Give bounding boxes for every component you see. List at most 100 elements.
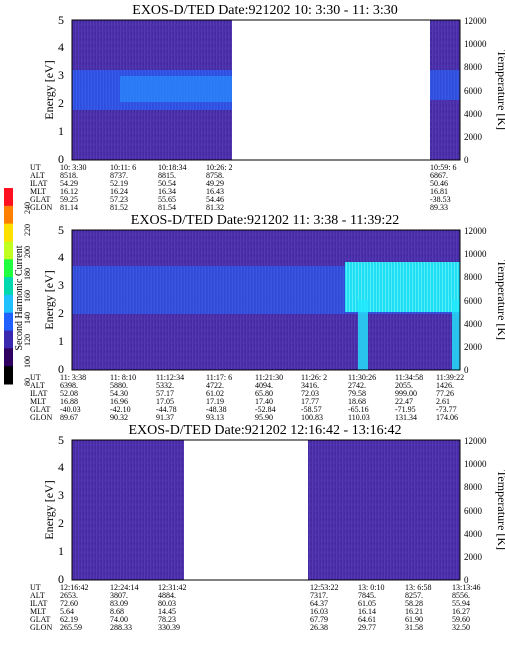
panel-3-cell: 2653. (60, 591, 78, 600)
panel-3-cell: 74.00 (110, 615, 128, 624)
panel-3-y-axis-left: 5 4 3 2 1 0 Energy [eV] (42, 433, 64, 586)
panel-3-rtick-4000: 4000 (464, 529, 483, 539)
colorbar-tick: 80 (23, 378, 32, 386)
colorbar-swatch (4, 223, 13, 242)
panel-2-cell: 4094. (255, 381, 273, 390)
panel-3-row-label-glon: GLON (30, 623, 52, 632)
panel-1-title: EXOS-D/TED Date:921202 10: 3:30 - 11: 3:… (132, 3, 397, 18)
panel-1-cell: 81.32 (206, 203, 224, 212)
panel-1-cell: 8737. (110, 171, 128, 180)
panel-3-ylabel: Energy [eV] (42, 480, 56, 539)
panel-3-cell: 64.37 (310, 599, 328, 608)
panel-2-cell: 90.32 (110, 413, 128, 422)
panel-1-cell: -38.53 (430, 195, 451, 204)
panel-2-cell: 11:39:22 (436, 373, 464, 382)
panel-1-cell: 10:26: 2 (206, 163, 232, 172)
colorbar-swatch (4, 188, 13, 207)
panel-3-cell: 330.39 (158, 623, 180, 632)
panel-1-ytick-4: 4 (58, 40, 64, 54)
panel-2: EXOS-D/TED Date:921202 11: 3:38 - 11:39:… (30, 213, 505, 422)
panel-3-cell: 12:16:42 (60, 583, 88, 592)
panel-1-blue-band-core (120, 76, 232, 102)
panel-2-cell: -73.77 (436, 405, 457, 414)
panel-3-cell: 59.60 (452, 615, 470, 624)
panel-1-row-label-ut: UT (30, 163, 41, 172)
panel-1-table: UT ALT ILAT MLT GLAT GLON 10: 3:30 8518.… (30, 163, 456, 212)
panel-3-cell: 12:31:42 (158, 583, 186, 592)
panel-2-cell: 17.40 (255, 397, 273, 406)
colorbar-tick: 140 (23, 312, 32, 324)
panel-2-ylabel: Energy [eV] (42, 270, 56, 329)
panel-3-rtick-10000: 10000 (464, 459, 487, 469)
panel-1-row-label-mlt: MLT (30, 187, 46, 196)
panel-3-row-label-mlt: MLT (30, 607, 46, 616)
panel-2-cell: 61.02 (206, 389, 224, 398)
panel-1-cell: 16.81 (430, 187, 448, 196)
panel-2-cell: 18.68 (348, 397, 366, 406)
panel-2-cell: 16.88 (60, 397, 78, 406)
panel-2-ytick-3: 3 (58, 278, 64, 292)
panel-3-row-label-alt: ALT (30, 591, 45, 600)
panel-3-rtick-12000: 12000 (464, 436, 487, 446)
panel-3-cell: 72.60 (60, 599, 78, 608)
panel-2-cell: 16.96 (110, 397, 128, 406)
panel-2-cell: -40.03 (60, 405, 81, 414)
panel-2-ylabel-right: Temperature [K] (495, 260, 505, 340)
panel-2-cell: -65.16 (348, 405, 369, 414)
panel-2-y-axis-left: 5 4 3 2 1 0 Energy [eV] (42, 223, 64, 376)
panel-2-cell: 57.17 (156, 389, 174, 398)
panel-1-cell: 52.19 (110, 179, 128, 188)
panel-1-ytick-1: 1 (58, 124, 64, 138)
panel-3-cell: 83.09 (110, 599, 128, 608)
colorbar-tick: 240 (23, 202, 32, 214)
panel-1-frame (71, 19, 461, 161)
panel-2-row-label-glon: GLON (30, 413, 52, 422)
panel-2-cell: 5332. (156, 381, 174, 390)
panel-2-cyan-column (358, 300, 368, 370)
panel-2-cell: 11:30:26 (348, 373, 376, 382)
panel-3: EXOS-D/TED Date:921202 12:16:42 - 13:16:… (30, 423, 505, 632)
panel-1-cell: 59.25 (60, 195, 78, 204)
colorbar-swatch (4, 366, 13, 385)
panel-3-row-label-ilat: ILAT (30, 599, 47, 608)
panel-1-cell: 55.65 (158, 195, 176, 204)
panel-1-row-label-glat: GLAT (30, 195, 51, 204)
colorbar-swatch (4, 294, 13, 314)
panel-1-ytick-5: 5 (58, 13, 64, 27)
panel-1-row-label-alt: ALT (30, 171, 45, 180)
panel-2-rtick-6000: 6000 (464, 296, 483, 306)
panel-1-cell: 50.54 (158, 179, 176, 188)
panel-2-cell: 72.03 (301, 389, 319, 398)
panel-2-cell: 174.06 (436, 413, 458, 422)
panel-1-cell: 10:11: 6 (110, 163, 136, 172)
panel-2-title: EXOS-D/TED Date:921202 11: 3:38 - 11:39:… (131, 213, 399, 228)
panel-1-cell: 8815. (158, 171, 176, 180)
panel-3-cell: 16.03 (310, 607, 328, 616)
colorbar-label: Second Harmonic Current (14, 245, 25, 350)
panel-2-cell: -44.78 (156, 405, 177, 414)
panel-1-rtick-4000: 4000 (464, 109, 483, 119)
panel-3-cell: 26.38 (310, 623, 328, 632)
colorbar-swatch (4, 348, 13, 367)
panel-2-rtick-8000: 8000 (464, 272, 483, 282)
panel-2-row-label-ut: UT (30, 373, 41, 382)
panel-2-cell: 131.34 (395, 413, 417, 422)
panel-3-cell: 29.77 (358, 623, 376, 632)
panel-3-cell: 78.23 (158, 615, 176, 624)
panel-2-cell: 11:26: 2 (301, 373, 327, 382)
panel-3-cell: 62.19 (60, 615, 78, 624)
panel-1-cell: 16.34 (158, 187, 176, 196)
panel-2-cell: 4722. (206, 381, 224, 390)
panel-1-cell: 6867. (430, 171, 448, 180)
panel-2-cell: 22.47 (395, 397, 413, 406)
panel-3-ytick-3: 3 (58, 488, 64, 502)
panel-3-ytick-1: 1 (58, 544, 64, 558)
panel-2-ytick-2: 2 (58, 306, 64, 320)
panel-3-data-gap (184, 440, 308, 580)
colorbar-tick: 200 (23, 246, 32, 258)
panel-2-cell: 65.80 (255, 389, 273, 398)
panel-2-cell: 89.67 (60, 413, 78, 422)
panel-3-cell: 67.79 (310, 615, 328, 624)
colorbar-tick: 220 (23, 224, 32, 236)
